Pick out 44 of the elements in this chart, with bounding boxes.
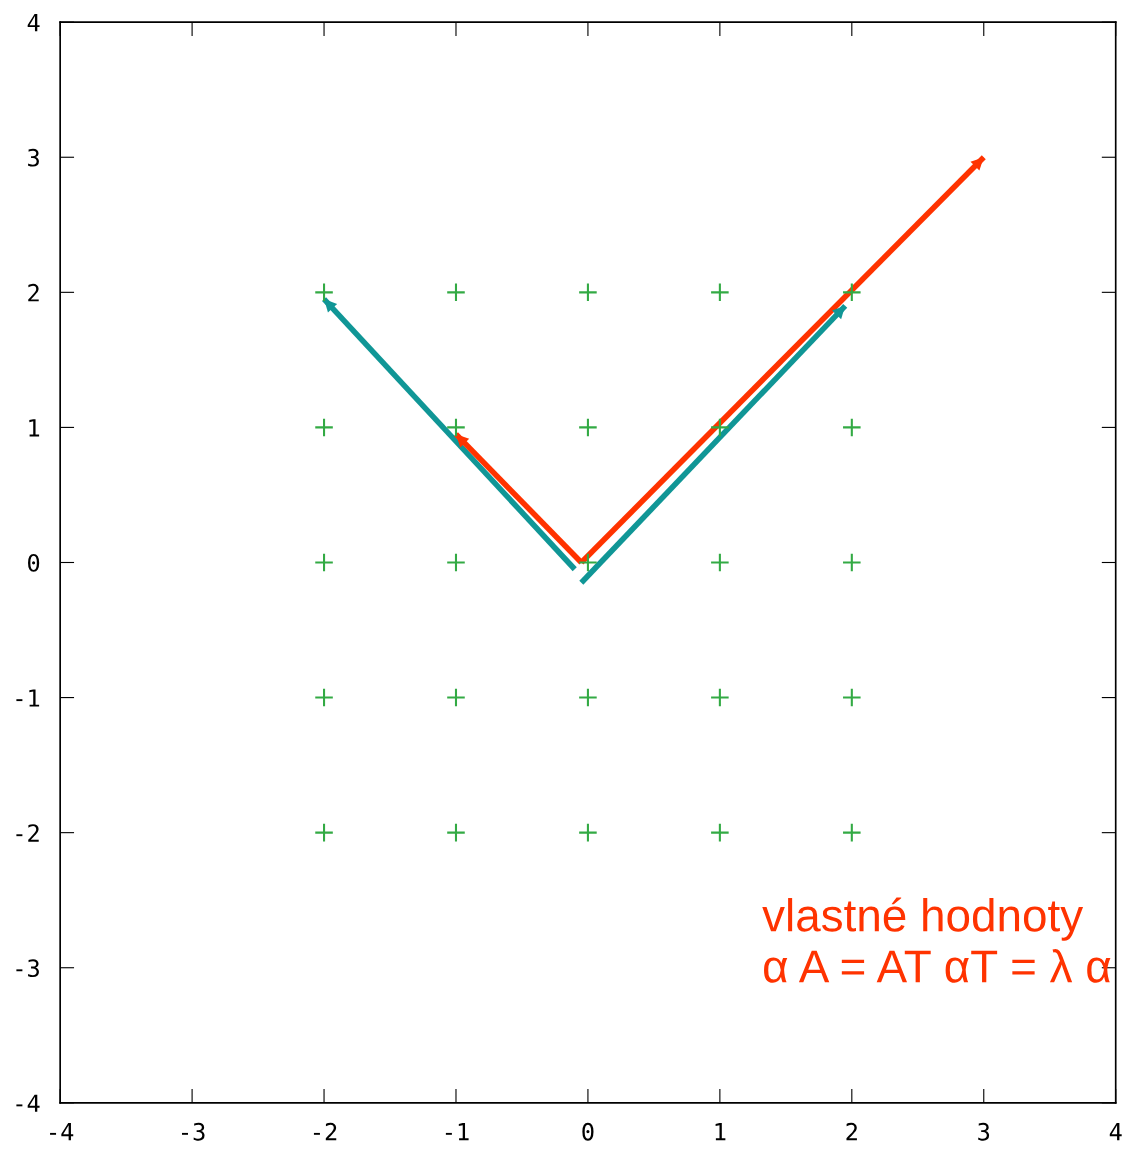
point [710, 822, 730, 843]
point [578, 417, 598, 438]
y-tick-label: -1 [16, 689, 40, 707]
point [446, 282, 466, 303]
y-tick-label: -2 [16, 824, 39, 842]
point [841, 687, 862, 708]
point [314, 282, 334, 303]
point [446, 417, 466, 438]
point [578, 822, 598, 843]
y-tick-label: -4 [16, 1094, 40, 1112]
y-tick-label: 1 [29, 419, 40, 437]
point [314, 417, 334, 438]
point [314, 687, 334, 708]
x-tick-label: 0 [582, 1122, 594, 1141]
x-tick-label: -3 [181, 1122, 205, 1141]
x-tick-label: -4 [50, 1123, 74, 1141]
annotation: vlastné hodnoty α A = AT αT = λ α [762, 897, 1111, 983]
point [841, 282, 862, 303]
x-tick-label: 2 [846, 1122, 857, 1141]
x-tick-label: 4 [1109, 1123, 1122, 1141]
point [446, 822, 466, 843]
point [314, 552, 334, 573]
point [841, 417, 862, 438]
point [841, 822, 862, 843]
x-tick-label: 3 [978, 1122, 990, 1141]
point [446, 687, 466, 708]
point [710, 552, 730, 573]
point [578, 282, 598, 303]
point [578, 552, 598, 573]
point [578, 687, 598, 708]
point [710, 417, 730, 438]
point [841, 552, 862, 573]
point [314, 822, 334, 843]
point [710, 687, 730, 708]
x-tick-label: -2 [313, 1122, 337, 1141]
point [446, 552, 466, 573]
y-tick-label: 0 [28, 554, 40, 572]
y-tick-label: 4 [27, 13, 40, 32]
y-tick-label: 3 [28, 148, 39, 167]
point [710, 282, 730, 303]
x-tick-label: 1 [715, 1123, 726, 1141]
y-tick-label: -3 [16, 959, 39, 978]
y-tick-label: 2 [28, 283, 39, 302]
x-tick-label: -1 [445, 1123, 469, 1141]
